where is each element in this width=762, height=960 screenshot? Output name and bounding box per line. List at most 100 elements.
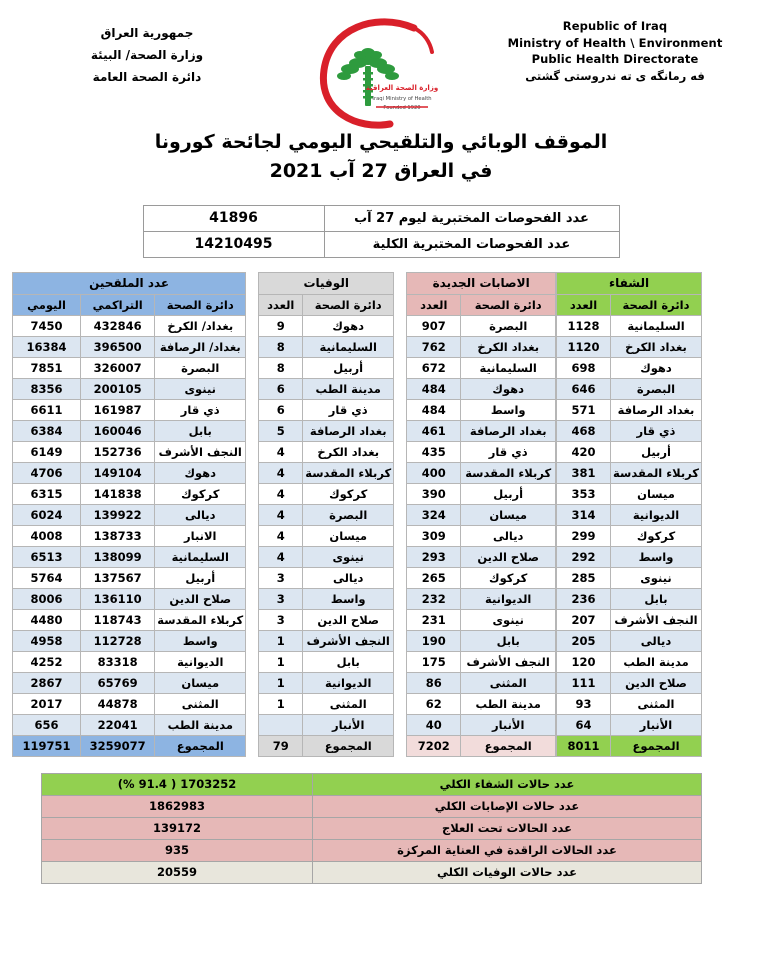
table-row: نينوى 285 [556, 566, 702, 589]
table-row: مدينة الطب 6 [258, 377, 395, 400]
table-row: دهوك 149104 4706 [11, 461, 247, 484]
masthead-latin-line-2: Ministry of Health \ Environment [507, 35, 723, 50]
deaths-cell-count: 4 [258, 503, 304, 526]
vaccinated-cell-name: مدينة الطب [154, 713, 247, 736]
cumulative-summary-body: عدد حالات الشفاء الكلي 1703252 ( 91.4 %) ع… [41, 772, 702, 884]
new-cases-cell-name: ديالى [460, 524, 557, 547]
new-cases-cell-name-total: المجموع [460, 734, 557, 757]
new-cases-cell-name: نينوى [460, 608, 557, 631]
vaccinated-cell-cumulative: 139922 [80, 503, 156, 526]
new-cases-cell-name: السليمانية [460, 356, 557, 379]
table-row: مدينة الطب 62 [406, 692, 557, 715]
vaccinated-group-title: عدد الملقحين [11, 271, 247, 295]
recovered-group-title: الشفاء [556, 271, 702, 295]
recovered-cell-name: كركوك [610, 524, 702, 547]
table-row: ذي قار 161987 6611 [11, 398, 247, 421]
table-row: أربيل 8 [258, 356, 395, 379]
vaccinated-cell-name: صلاح الدين [154, 587, 247, 610]
deaths-table-block: الوفيات دائرة الصحة العدد دهوك 9 السليماني… [258, 271, 395, 757]
ministry-logo: وزارة الصحة العراقية Iraqi Ministry of H… [306, 14, 456, 132]
masthead-latin-line-1: Republic of Iraq [562, 19, 668, 33]
deaths-cell-name: ذي قار [302, 398, 395, 421]
table-row: مدينة الطب 22041 656 [11, 713, 247, 736]
new-cases-cell-name: بغداد الكرخ [460, 335, 557, 358]
vaccinated-cell-name: البصرة [154, 356, 247, 379]
masthead-latin-block: Republic of Iraq Ministry of Health \ En… [490, 14, 740, 85]
recovered-cell-count: 381 [556, 461, 612, 484]
new-cases-cell-name: كربلاء المقدسة [460, 461, 557, 484]
vaccinated-cell-name: المثنى [154, 692, 247, 715]
logo-text-arabic: وزارة الصحة العراقية [366, 84, 438, 92]
recovered-cell-count: 207 [556, 608, 612, 631]
summary-row-label: عدد الحالات تحت العلاج [312, 816, 702, 840]
daily-tests-label: عدد الفحوصات المختبرية ليوم 27 آب [323, 204, 620, 232]
table-row: ذي قار 6 [258, 398, 395, 421]
vaccinated-cell-daily: 4706 [11, 461, 82, 484]
vaccinated-col-name: دائرة الصحة [154, 293, 247, 316]
deaths-cell-name: كركوك [302, 482, 395, 505]
table-row: المثنى 44878 2017 [11, 692, 247, 715]
table-row: دهوك 698 [556, 356, 702, 379]
deaths-cell-name: السليمانية [302, 335, 395, 358]
table-row: الانبار 138733 4008 [11, 524, 247, 547]
masthead-kurdish-line: فه‌ رمانگه‌ ى ته‌ ندروستى گشتى [525, 69, 705, 84]
recovered-table-block: الشفاء دائرة الصحة العدد السليمانية 1128 ب… [556, 271, 702, 757]
table-total-row: المجموع 7202 [406, 734, 557, 757]
vaccinated-table: عدد الملقحين دائرة الصحة التراكمي اليومي… [11, 271, 247, 757]
table-row: ميسان 65769 2867 [11, 671, 247, 694]
deaths-cell-count: 8 [258, 335, 304, 358]
table-row: واسط 292 [556, 545, 702, 568]
vaccinated-cell-name: الديوانية [154, 650, 247, 673]
deaths-cell-count [258, 713, 304, 736]
table-row: الديوانية 1 [258, 671, 395, 694]
deaths-cell-count-total: 79 [258, 734, 304, 757]
table-total-row: المجموع 8011 [556, 734, 702, 757]
vaccinated-cell-cumulative: 200105 [80, 377, 156, 400]
table-row: ميسان 4 [258, 524, 395, 547]
summary-row-value: 935 [41, 838, 313, 862]
vaccinated-cell-daily: 6513 [11, 545, 82, 568]
new-cases-cell-count: 672 [406, 356, 462, 379]
new-cases-cell-count: 62 [406, 692, 462, 715]
new-cases-cell-count-total: 7202 [406, 734, 462, 757]
deaths-cell-name: بغداد الرصافة [302, 419, 395, 442]
table-row: عدد الفحوصات المختبرية ليوم 27 آب 41896 [142, 204, 620, 232]
deaths-cell-name: بابل [302, 650, 395, 673]
recovered-cell-name: الأنبار [610, 713, 702, 736]
vaccinated-cell-daily: 4480 [11, 608, 82, 631]
deaths-cell-count: 4 [258, 461, 304, 484]
vaccinated-cell-name: ميسان [154, 671, 247, 694]
recovered-cell-count: 64 [556, 713, 612, 736]
table-row: ذي قار 468 [556, 419, 702, 442]
vaccinated-cell-cumulative: 149104 [80, 461, 156, 484]
table-row: ديالى 205 [556, 629, 702, 652]
recovered-cell-name: نينوى [610, 566, 702, 589]
table-row: السليمانية 138099 6513 [11, 545, 247, 568]
table-row: بابل 190 [406, 629, 557, 652]
vaccinated-cell-name: ديالى [154, 503, 247, 526]
recovered-cell-count-total: 8011 [556, 734, 612, 757]
deaths-cell-count: 1 [258, 692, 304, 715]
vaccinated-cell-cumulative: 112728 [80, 629, 156, 652]
vaccinated-cell-name: بغداد/ الكرخ [154, 314, 247, 337]
recovered-cell-name: دهوك [610, 356, 702, 379]
summary-row-label: عدد حالات الإصابات الكلي [312, 794, 702, 818]
masthead-arabic-line-2: وزارة الصحة/ البيئة [90, 48, 204, 63]
recovered-cell-name: بابل [610, 587, 702, 610]
deaths-col-name: دائرة الصحة [302, 293, 395, 316]
table-row: كركوك 141838 6315 [11, 482, 247, 505]
table-row: بغداد الكرخ 762 [406, 335, 557, 358]
table-row: النجف الأشرف 207 [556, 608, 702, 631]
table-row: الديوانية 83318 4252 [11, 650, 247, 673]
vaccinated-cell-daily: 8006 [11, 587, 82, 610]
summary-row-label: عدد حالات الشفاء الكلي [312, 772, 702, 796]
new-cases-group-header-row: الاصابات الجديدة [406, 271, 557, 295]
table-row: صلاح الدين 111 [556, 671, 702, 694]
deaths-cell-count: 5 [258, 419, 304, 442]
vaccinated-cell-cumulative: 65769 [80, 671, 156, 694]
recovered-cell-name: صلاح الدين [610, 671, 702, 694]
deaths-cell-count: 3 [258, 608, 304, 631]
summary-row: عدد حالات الشفاء الكلي 1703252 ( 91.4 %) [41, 772, 702, 796]
summary-row-label: عدد الحالات الراقدة في العناية المركزة [312, 838, 702, 862]
table-row: أربيل 420 [556, 440, 702, 463]
